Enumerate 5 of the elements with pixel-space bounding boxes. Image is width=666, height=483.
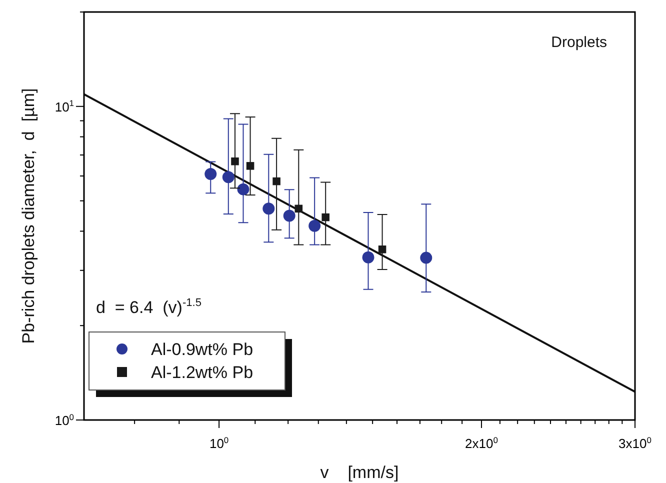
x-axis-title: v [mm/s]: [320, 463, 399, 482]
y-axis-title: Pb-rich droplets diameter, d [µm]: [19, 88, 38, 344]
legend-label: Al-1.2wt% Pb: [151, 363, 254, 382]
legend-label: Al-0.9wt% Pb: [151, 340, 254, 359]
annotation: Droplets: [551, 34, 608, 51]
